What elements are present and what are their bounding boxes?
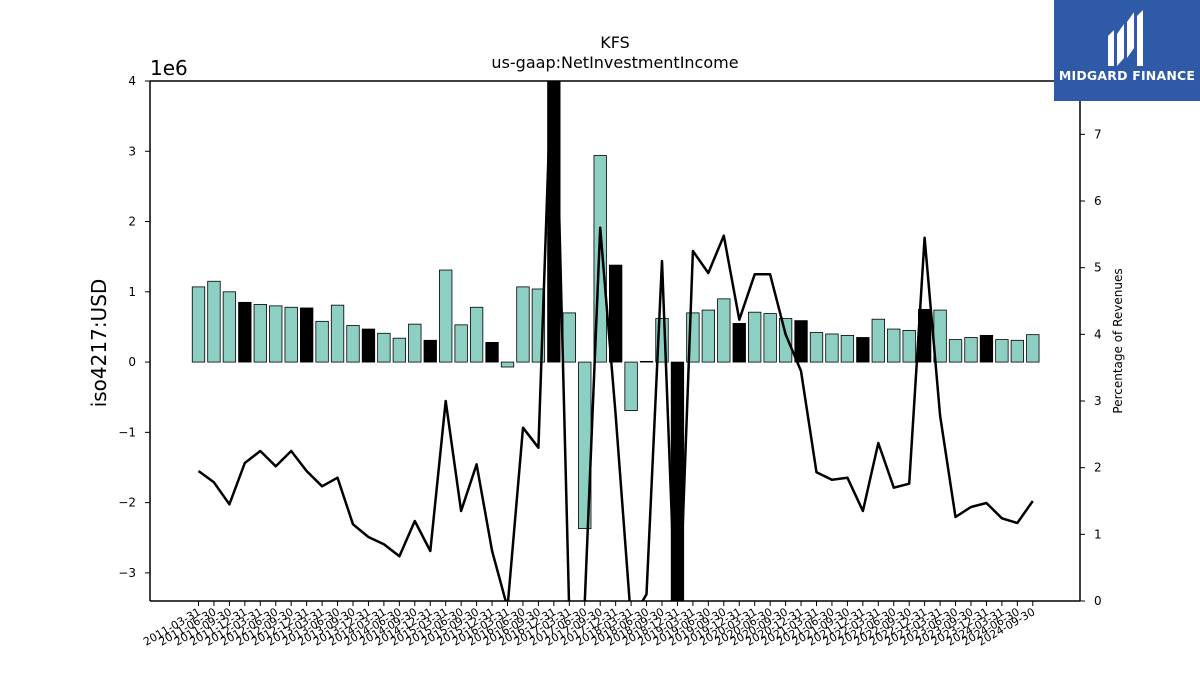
bar-2020-06-30 xyxy=(763,313,777,363)
bar-2018-03-31 xyxy=(624,361,638,411)
bar-2016-03-31 xyxy=(500,361,515,368)
bar-2024-03-31 xyxy=(995,339,1009,363)
bar-2017-03-31 xyxy=(562,312,576,363)
bar-2024-09-30 xyxy=(1026,334,1040,363)
left-tick-label: −3 xyxy=(118,566,136,580)
bar-2014-12-31 xyxy=(423,339,437,363)
bar-2021-06-30 xyxy=(825,333,839,363)
y-axis-offset-label: 1e6 xyxy=(150,56,188,80)
bar-2013-06-30 xyxy=(330,304,345,363)
brand-logo: MIDGARD FINANCE xyxy=(1054,0,1200,101)
bar-2014-03-31 xyxy=(377,332,391,363)
y2-axis-label: Percentage of Revenues xyxy=(1111,268,1125,413)
bar-2022-06-30 xyxy=(887,328,901,363)
right-tick-label: 1 xyxy=(1094,527,1102,541)
bar-2012-09-30 xyxy=(284,306,298,363)
left-tick-label: 4 xyxy=(128,74,136,88)
left-tick-label: 1 xyxy=(128,285,136,299)
line-series xyxy=(197,81,1034,601)
left-tick-label: −2 xyxy=(118,496,136,510)
right-tick-label: 3 xyxy=(1094,394,1102,408)
chart-subtitle: us-gaap:NetInvestmentIncome xyxy=(491,53,738,72)
brand-name: MIDGARD FINANCE xyxy=(1058,68,1196,83)
bar-2013-03-31 xyxy=(315,320,329,363)
right-tick-label: 5 xyxy=(1094,261,1102,275)
bar-2018-06-30 xyxy=(639,360,654,363)
midgard-logo-icon xyxy=(1108,10,1143,66)
bar-2021-09-30 xyxy=(840,334,855,363)
bar-2014-06-30 xyxy=(392,337,407,363)
bar-2024-06-30 xyxy=(1010,339,1024,363)
bar-2012-12-31 xyxy=(299,307,314,363)
bar-2021-03-31 xyxy=(809,332,824,363)
bar-2012-03-31 xyxy=(253,304,267,363)
bar-2023-09-30 xyxy=(964,337,978,363)
percentage-line xyxy=(197,81,1034,601)
right-axis-ticks: 0 1 2 3 4 5 6 7 xyxy=(1080,127,1102,608)
left-tick-label: 0 xyxy=(128,355,136,369)
left-axis-ticks: −3 −2 −1 0 1 2 3 4 xyxy=(118,74,150,580)
bar-2019-12-31 xyxy=(732,323,746,363)
left-tick-label: −1 xyxy=(118,425,136,439)
bar-2016-06-30 xyxy=(516,286,530,363)
right-tick-label: 0 xyxy=(1094,594,1102,608)
bar-2011-09-30 xyxy=(222,291,237,363)
left-tick-label: 3 xyxy=(128,144,136,158)
right-tick-label: 6 xyxy=(1094,194,1102,208)
bar-2022-09-30 xyxy=(902,330,916,363)
bar-2011-03-31 xyxy=(191,286,206,363)
y-axis-label: iso4217:USD xyxy=(87,279,111,408)
left-tick-label: 2 xyxy=(128,215,136,229)
right-tick-label: 7 xyxy=(1094,127,1102,141)
bar-2022-03-31 xyxy=(871,318,885,363)
bar-2011-06-30 xyxy=(207,280,221,363)
bar-2019-09-30 xyxy=(717,298,731,363)
bar-2023-06-30 xyxy=(948,339,963,363)
bar-2015-06-30 xyxy=(454,324,468,363)
bar-2020-09-30 xyxy=(778,318,793,363)
bar-2019-06-30 xyxy=(701,309,715,363)
bar-2023-12-31 xyxy=(979,334,994,363)
bar-2011-12-31 xyxy=(238,301,252,363)
bar-2013-12-31 xyxy=(361,328,376,363)
bar-2021-12-31 xyxy=(856,337,870,363)
chart-title: KFS xyxy=(600,33,630,52)
bar-2013-09-30 xyxy=(346,325,360,363)
right-tick-label: 4 xyxy=(1094,327,1102,341)
bar-2015-03-31 xyxy=(439,269,453,363)
bar-2020-03-31 xyxy=(748,311,762,363)
bar-2012-06-30 xyxy=(269,305,283,363)
bar-2017-12-31 xyxy=(609,264,623,363)
x-axis-ticks: 2011-03-312011-06-302011-09-302011-12-31… xyxy=(141,601,1037,649)
bar-2015-12-31 xyxy=(485,342,499,363)
bar-2020-12-31 xyxy=(794,320,808,363)
bar-2014-09-30 xyxy=(408,323,422,363)
bar-2015-09-30 xyxy=(469,306,484,363)
bar-series xyxy=(191,81,1040,601)
right-tick-label: 2 xyxy=(1094,461,1102,475)
